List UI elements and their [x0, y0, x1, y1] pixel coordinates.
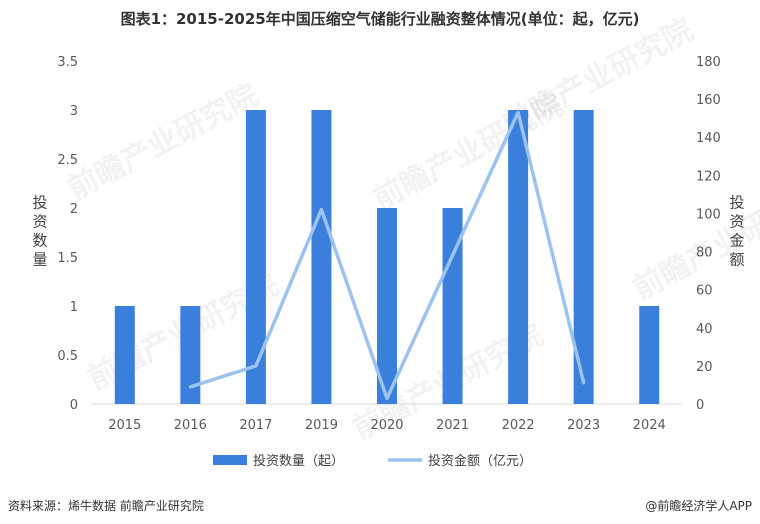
x-tick-label: 2016	[174, 418, 207, 433]
x-tick-label: 2024	[633, 418, 666, 433]
y-left-tick-label: 0	[70, 398, 78, 413]
x-tick-label: 2023	[567, 418, 600, 433]
bar-2015	[114, 306, 135, 404]
y-right-axis-title: 投资金额	[729, 194, 744, 269]
bar-2024	[639, 306, 660, 404]
y-left-tick-label: 2.5	[57, 153, 78, 168]
legend-bar-swatch	[213, 455, 247, 465]
line-point-2019	[319, 208, 323, 212]
x-tick-label: 2019	[305, 418, 338, 433]
bar-2021	[442, 208, 463, 404]
line-point-2022	[516, 110, 520, 114]
x-tick-label: 2021	[436, 418, 469, 433]
bar-2019	[311, 110, 332, 404]
y-right-tick-label: 40	[696, 322, 713, 337]
line-series-amount	[189, 110, 586, 401]
y-left-tick-label: 3.5	[57, 55, 78, 70]
y-right-tick-label: 100	[696, 207, 721, 222]
legend-line-label: 投资金额（亿元）	[428, 453, 532, 469]
source-note: 资料来源：烯牛数据 前瞻产业研究院	[8, 499, 204, 513]
y-left-tick-label: 3	[70, 104, 78, 119]
line-point-2016	[188, 385, 192, 389]
y-right-tick-label: 120	[696, 169, 721, 184]
bar-2020	[377, 208, 397, 404]
bar-2017	[245, 110, 266, 404]
y-right-tick-label: 160	[696, 93, 721, 108]
line-point-2017	[254, 364, 258, 368]
y-right-tick-label: 140	[696, 131, 721, 146]
y-right-tick-label: 0	[696, 398, 704, 413]
bar-2022	[508, 110, 529, 404]
y-right-tick-label: 80	[696, 246, 713, 261]
y-left-tick-label: 1.5	[57, 251, 78, 266]
x-tick-label: 2022	[502, 418, 535, 433]
y-left-tick-label: 0.5	[57, 349, 78, 364]
credit-note: @前瞻经济学人APP	[645, 499, 752, 513]
x-tick-label: 2020	[370, 418, 403, 433]
legend-bar-label: 投资数量（起）	[253, 453, 344, 469]
x-tick-label: 2015	[108, 418, 141, 433]
line-point-2023	[582, 381, 586, 385]
x-tick-label: 2017	[239, 418, 272, 433]
y-right-tick-label: 60	[696, 284, 713, 299]
bar-2016	[180, 306, 201, 404]
y-right-tick-label: 180	[696, 55, 721, 70]
y-left-axis-title: 投资数量	[32, 194, 47, 269]
chart-title: 图表1：2015-2025年中国压缩空气储能行业融资整体情况(单位：起，亿元)	[120, 10, 640, 28]
y-right-tick-label: 20	[696, 360, 713, 375]
line-point-2020	[385, 396, 389, 400]
y-left-tick-label: 1	[70, 300, 78, 315]
y-left-tick-label: 2	[70, 202, 78, 217]
bar-2023	[573, 110, 594, 404]
